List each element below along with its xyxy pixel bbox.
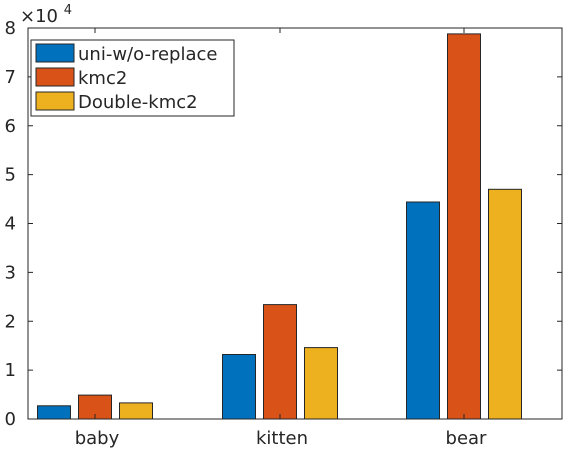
y-multiplier-exponent: 4 xyxy=(64,3,72,18)
bar-kitten-double-kmc2 xyxy=(304,347,338,420)
y-tick-label: 2 xyxy=(5,311,16,332)
legend-swatch-uni-w-o-replace xyxy=(35,43,75,63)
bar-bear-double-kmc2 xyxy=(488,188,522,420)
x-tick-label-bear: bear xyxy=(446,428,488,449)
bars-layer xyxy=(37,33,522,420)
legend: uni-w/o-replace kmc2 Double-kmc2 xyxy=(30,39,235,117)
y-multiplier-base: ×10 xyxy=(20,6,58,27)
y-ticks-layer: 0 1 2 3 4 5 6 7 8 xyxy=(5,18,562,430)
x-tick-label-baby: baby xyxy=(75,428,120,449)
bar-bear-uni-w-o-replace xyxy=(406,201,440,420)
y-tick-label: 1 xyxy=(5,360,16,381)
x-ticks-layer: baby kitten bear xyxy=(75,28,487,449)
y-tick-label: 3 xyxy=(5,262,16,283)
bar-bear-kmc2 xyxy=(447,33,481,420)
y-multiplier-label: ×10 4 xyxy=(20,3,72,27)
y-tick-label: 7 xyxy=(5,67,16,88)
y-tick-label: 6 xyxy=(5,116,16,137)
bar-kitten-kmc2 xyxy=(263,304,297,420)
y-tick-label: 5 xyxy=(5,165,16,186)
legend-label-kmc2: kmc2 xyxy=(78,68,127,89)
y-tick-label: 4 xyxy=(5,214,16,235)
bar-kitten-uni-w-o-replace xyxy=(222,354,256,420)
bar-baby-double-kmc2 xyxy=(119,402,153,420)
y-tick-label: 0 xyxy=(5,409,16,430)
svg-text:×10 4: ×10 4 xyxy=(20,3,72,27)
legend-label-uni-w-o-replace: uni-w/o-replace xyxy=(78,44,217,65)
y-tick-label: 8 xyxy=(5,18,16,39)
bar-baby-uni-w-o-replace xyxy=(37,405,71,420)
x-tick-label-kitten: kitten xyxy=(256,428,308,449)
legend-swatch-kmc2 xyxy=(35,67,75,87)
legend-swatch-double-kmc2 xyxy=(35,91,75,111)
legend-label-double-kmc2: Double-kmc2 xyxy=(78,92,198,113)
